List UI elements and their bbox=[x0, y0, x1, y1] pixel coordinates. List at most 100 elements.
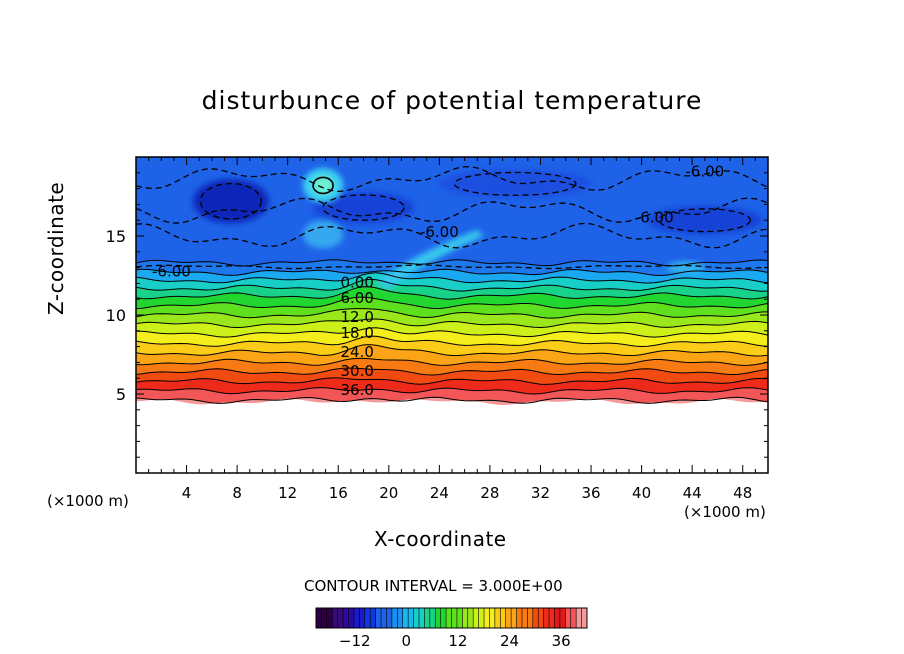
colorbar-swatch bbox=[532, 608, 539, 628]
x-tick-label: 28 bbox=[480, 484, 499, 502]
field-anomaly bbox=[439, 169, 592, 199]
colorbar-swatch bbox=[332, 608, 338, 628]
negative-contour bbox=[136, 166, 768, 193]
colorbar-swatch bbox=[364, 608, 371, 628]
contour-line bbox=[136, 272, 768, 284]
colorbar-swatch bbox=[581, 608, 588, 628]
colorbar-swatch bbox=[511, 608, 517, 628]
colorbar-swatch bbox=[494, 608, 501, 628]
colorbar-tick-label: −12 bbox=[339, 632, 371, 650]
contour-line bbox=[136, 357, 768, 366]
contour-interval-text: CONTOUR INTERVAL = 3.000E+00 bbox=[304, 577, 563, 595]
contour-labels: 36.030.024.018.012.06.000.00 -6.00 -6.00 -6… bbox=[152, 163, 724, 399]
closed-contour bbox=[199, 182, 262, 220]
negative-contour bbox=[136, 197, 768, 224]
colorbar-swatch bbox=[440, 608, 447, 628]
colorbar-swatch bbox=[359, 608, 366, 628]
contour-label: -6.00 bbox=[152, 262, 191, 280]
colorbar-swatch bbox=[348, 608, 355, 628]
colorbar-swatch bbox=[424, 608, 431, 628]
colorbar-frame bbox=[315, 607, 588, 629]
colorbar-swatch bbox=[538, 608, 544, 628]
colorbar-swatch bbox=[467, 608, 474, 628]
colorbar-swatch bbox=[446, 608, 452, 628]
colorbar-swatch bbox=[456, 608, 463, 628]
closed-contour bbox=[658, 208, 751, 233]
negative-contour bbox=[136, 264, 768, 270]
contour-label: 24.0 bbox=[340, 343, 373, 361]
contour-line bbox=[136, 335, 768, 348]
colorbar-swatch bbox=[521, 608, 528, 628]
colorbar-swatch bbox=[543, 608, 550, 628]
colorbar-swatch bbox=[381, 608, 387, 628]
colorbar-tick-label: 0 bbox=[402, 632, 412, 650]
colorbar-swatch bbox=[462, 608, 469, 628]
contour-label: 12.0 bbox=[340, 308, 373, 326]
x-tick-label: 48 bbox=[733, 484, 752, 502]
colorbar-swatch bbox=[570, 608, 577, 628]
contour-line bbox=[136, 268, 768, 277]
contour-line bbox=[136, 387, 768, 395]
x-tick-label: 44 bbox=[683, 484, 702, 502]
x-tick-label: 40 bbox=[632, 484, 651, 502]
colorbar-swatch bbox=[375, 608, 382, 628]
contour-label: 36.0 bbox=[340, 381, 373, 399]
y-tick-label: 15 bbox=[106, 227, 126, 246]
chart-title: disturbunce of potential temperature bbox=[201, 86, 703, 115]
x-tick-label: 12 bbox=[278, 484, 297, 502]
contour-line bbox=[136, 286, 768, 300]
x-tick-label: 8 bbox=[232, 484, 242, 502]
contour-line bbox=[136, 318, 768, 329]
colorbar-swatch bbox=[489, 608, 496, 628]
contour-line bbox=[136, 396, 768, 404]
contour-label: 18.0 bbox=[340, 324, 373, 342]
field-anomaly bbox=[302, 220, 344, 249]
colorbar-swatch bbox=[429, 608, 436, 628]
colorbar-swatch bbox=[516, 608, 523, 628]
colorbar-swatch bbox=[565, 608, 572, 628]
colorbar-swatch bbox=[370, 608, 376, 628]
plume-anomaly bbox=[376, 229, 484, 290]
colorbar-swatch bbox=[484, 608, 490, 628]
colorbar-tick-label: 24 bbox=[500, 632, 519, 650]
empty-region bbox=[136, 398, 768, 473]
colorbar-swatch bbox=[451, 608, 458, 628]
contour-line bbox=[136, 308, 768, 319]
contour-label: -6.00 bbox=[420, 223, 459, 241]
colorbar-tick-label: 36 bbox=[552, 632, 571, 650]
x-tick-label: 24 bbox=[430, 484, 449, 502]
colorbar-swatch bbox=[353, 608, 360, 628]
x-unit-label: (×1000 m) bbox=[684, 503, 766, 521]
colorbar-swatch bbox=[391, 608, 398, 628]
y-tick-label: 10 bbox=[106, 306, 126, 325]
contour-line bbox=[136, 296, 768, 310]
y-axis-label: Z-coordinate bbox=[44, 181, 68, 315]
x-tick-label: 20 bbox=[379, 484, 398, 502]
x-axis-label: X-coordinate bbox=[374, 527, 507, 551]
contour-label: -6.00 bbox=[685, 163, 724, 181]
contour-label: -6.00 bbox=[635, 209, 674, 227]
contour-line bbox=[136, 327, 768, 338]
colorbar-swatch bbox=[559, 608, 566, 628]
colorbar-swatch bbox=[576, 608, 582, 628]
colorbar-tick-label: 12 bbox=[448, 632, 467, 650]
colorbar-swatch bbox=[386, 608, 393, 628]
contour-label: 0.00 bbox=[340, 273, 373, 291]
contour-label: 6.00 bbox=[340, 289, 373, 307]
contour-line bbox=[136, 278, 768, 292]
contour-label: 30.0 bbox=[340, 362, 373, 380]
colorbar: −12 0 12 24 36 bbox=[315, 607, 588, 650]
contour-line bbox=[136, 367, 768, 376]
colorbar-swatch bbox=[402, 608, 409, 628]
x-tick-label: 4 bbox=[182, 484, 192, 502]
contour-line bbox=[136, 377, 768, 385]
contour-line bbox=[136, 344, 768, 357]
colorbar-swatch bbox=[478, 608, 485, 628]
y-unit-label: (×1000 m) bbox=[47, 492, 129, 510]
colorbar-swatch bbox=[397, 608, 404, 628]
closed-contour bbox=[322, 194, 405, 221]
closed-contour bbox=[453, 171, 577, 196]
x-tick-label: 16 bbox=[329, 484, 348, 502]
colorbar-swatch bbox=[343, 608, 349, 628]
